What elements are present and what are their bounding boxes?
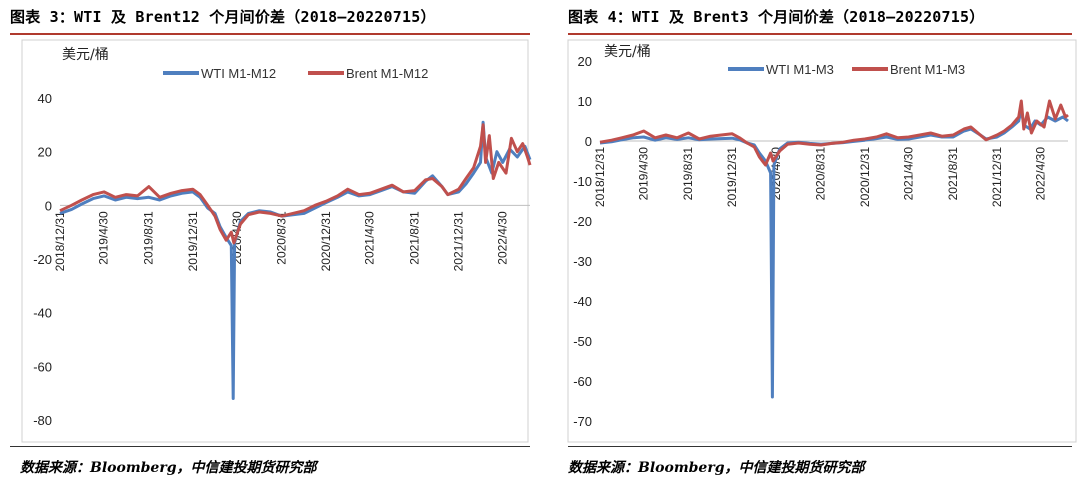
legend-label: WTI M1-M12 <box>201 66 276 81</box>
title-divider <box>10 33 530 35</box>
bottom-divider <box>10 446 530 447</box>
y-tick-label: -20 <box>33 252 52 267</box>
x-tick-label: 2021/12/31 <box>452 211 466 271</box>
line-chart: 美元/桶 40 20 0 -20 -40 -60 -80 2018/12/31 2019/4/30… <box>21 39 532 443</box>
data-source-note: 数据来源：Bloomberg，中信建投期货研究部 <box>20 460 317 476</box>
x-tick-label: 2021/12/31 <box>990 147 1004 207</box>
y-unit-label: 美元/桶 <box>62 47 109 63</box>
y-tick-label: -80 <box>33 413 52 428</box>
y-tick-label: 40 <box>38 91 52 106</box>
x-tick-label: 2019/12/31 <box>725 147 739 207</box>
plot-frame <box>567 39 1077 443</box>
series-line-wti <box>59 120 532 400</box>
y-tick-label: 0 <box>45 198 52 213</box>
y-tick-label: -40 <box>33 306 52 321</box>
plot-frame <box>21 39 529 443</box>
x-tick-label: 2019/12/31 <box>186 211 200 271</box>
x-tick-label: 2020/12/31 <box>858 147 872 207</box>
data-source-note: 数据来源：Bloomberg，中信建投期货研究部 <box>568 460 865 476</box>
title-divider <box>568 33 1072 35</box>
x-tick-label: 2022/4/30 <box>495 211 509 265</box>
y-tick-label: -30 <box>573 254 592 269</box>
y-tick-label: 20 <box>578 54 592 69</box>
y-tick-label: -50 <box>573 334 592 349</box>
y-tick-label: -60 <box>573 374 592 389</box>
y-tick-label: 0 <box>585 134 592 149</box>
x-tick-label: 2019/8/31 <box>141 211 155 265</box>
x-tick-label: 2020/12/31 <box>319 211 333 271</box>
figure-title: 图表 4：WTI 及 Brent3 个月间价差（2018—20220715） <box>568 8 985 26</box>
y-tick-label: -70 <box>573 414 592 429</box>
x-tick-label: 2019/4/30 <box>97 211 111 265</box>
y-tick-label: -10 <box>573 174 592 189</box>
x-tick-label: 2018/12/31 <box>593 147 607 207</box>
legend-label: Brent M1-M12 <box>346 66 428 81</box>
x-tick-label: 2021/8/31 <box>946 147 960 201</box>
figure-title: 图表 3：WTI 及 Brent12 个月间价差（2018—20220715） <box>10 8 436 26</box>
x-tick-label: 2021/4/30 <box>363 211 377 265</box>
bottom-divider <box>568 446 1072 447</box>
x-tick-label: 2019/4/30 <box>636 147 650 201</box>
y-tick-label: 20 <box>38 145 52 160</box>
legend-label: Brent M1-M3 <box>890 62 965 77</box>
chart-panel-right: 图表 4：WTI 及 Brent3 个月间价差（2018—20220715） 美… <box>540 0 1080 485</box>
x-tick-label: 2018/12/31 <box>53 211 67 271</box>
series-line-brent <box>59 123 532 245</box>
chart-panel-left: 图表 3：WTI 及 Brent12 个月间价差（2018—20220715） … <box>10 8 532 476</box>
x-tick-label: 2019/8/31 <box>681 147 695 201</box>
y-unit-label: 美元/桶 <box>604 44 651 60</box>
x-tick-label: 2022/4/30 <box>1033 147 1047 201</box>
x-tick-label: 2020/8/31 <box>814 147 828 201</box>
line-chart: 美元/桶 20 10 0 -10 -20 -30 -40 -50 -60 -70 2018/12/31… <box>567 39 1077 443</box>
y-tick-label: -40 <box>573 294 592 309</box>
legend-label: WTI M1-M3 <box>766 62 834 77</box>
y-tick-label: -60 <box>33 359 52 374</box>
y-tick-label: 10 <box>578 94 592 109</box>
y-tick-label: -20 <box>573 214 592 229</box>
x-tick-label: 2020/8/31 <box>275 211 289 265</box>
x-tick-label: 2021/8/31 <box>407 211 421 265</box>
series-line-brent <box>599 99 1069 167</box>
x-tick-label: 2021/4/30 <box>901 147 915 201</box>
